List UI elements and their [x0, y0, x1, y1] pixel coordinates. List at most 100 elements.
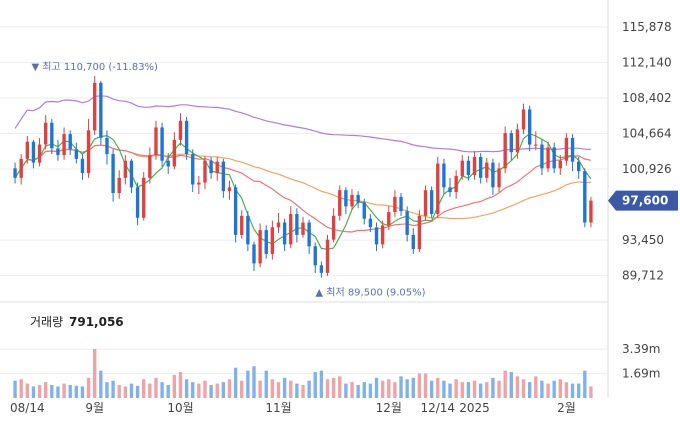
volume-bar	[485, 382, 489, 398]
volume-bar	[454, 379, 458, 398]
candle-body	[276, 222, 281, 228]
volume-bar	[393, 382, 397, 398]
volume-bar	[31, 386, 36, 398]
volume-bar	[197, 383, 201, 398]
candle-body	[552, 147, 556, 169]
candle-body	[117, 177, 121, 194]
price-tick-label: 104,664	[622, 127, 672, 141]
volume-bar	[221, 382, 226, 398]
volume-bar	[246, 370, 250, 398]
volume-bar	[172, 374, 177, 398]
volume-bar	[448, 383, 452, 398]
candle-body	[380, 225, 385, 245]
candle-body	[93, 82, 97, 131]
candle-body	[295, 213, 299, 235]
volume-bar	[80, 386, 85, 398]
volume-bar	[142, 379, 146, 398]
candle-body	[178, 120, 183, 140]
volume-bar	[62, 383, 66, 398]
volume-bar	[515, 376, 520, 398]
volume-bar	[491, 377, 495, 398]
candle-body	[197, 182, 201, 185]
candle-body	[319, 265, 324, 273]
candle-body	[405, 211, 409, 235]
candle-body	[154, 127, 158, 156]
volume-bar	[356, 385, 360, 398]
volume-bar	[478, 383, 483, 398]
candle-body	[583, 171, 587, 223]
volume-bar	[331, 377, 336, 398]
candle-body	[25, 141, 30, 159]
volume-bar	[276, 382, 281, 398]
volume-bar	[215, 383, 219, 398]
candle-body	[521, 109, 526, 130]
candle-body	[184, 120, 189, 155]
volume-bar	[56, 386, 60, 398]
current-price-badge	[608, 190, 678, 211]
candle-body	[350, 194, 354, 207]
candle-body	[148, 155, 152, 178]
candle-body	[564, 137, 569, 161]
volume-bar	[374, 377, 379, 398]
volume-bar	[19, 379, 23, 398]
candle-body	[227, 187, 232, 192]
volume-bar	[442, 380, 446, 398]
candle-body	[368, 218, 373, 228]
volume-bar	[44, 382, 48, 398]
volume-bar	[135, 385, 140, 398]
volume-bar	[540, 380, 544, 398]
volume-bar	[160, 382, 164, 398]
candle-body	[448, 187, 452, 193]
volume-bar	[93, 348, 97, 398]
volume-bar	[527, 382, 532, 398]
volume-bar	[252, 366, 256, 398]
volume-bar	[405, 379, 409, 398]
time-tick-label: 2025	[459, 401, 490, 415]
current-price-value: 97,600	[622, 194, 668, 208]
volume-bar	[270, 379, 275, 398]
candle-body	[442, 163, 446, 188]
candle-body	[497, 168, 501, 188]
volume-bar	[295, 383, 299, 398]
candle-body	[509, 133, 513, 153]
volume-bar	[86, 377, 91, 398]
volume-tick-label: 1.69m	[622, 367, 660, 381]
volume-axis: 3.39m 1.69m	[622, 342, 660, 381]
candle-body	[191, 154, 195, 185]
candle-body	[99, 82, 103, 138]
volume-bar	[282, 377, 287, 398]
time-tick-label: 12/14	[420, 401, 455, 415]
candle-body	[313, 246, 317, 266]
candle-body	[589, 200, 593, 223]
volume-bar	[362, 382, 366, 398]
candle-body	[74, 149, 79, 159]
candle-body	[491, 162, 495, 188]
low-annotation: ▲ 최저 89,500 (9.05%)	[315, 287, 425, 299]
volume-bar	[534, 376, 538, 398]
candle-body	[209, 160, 213, 174]
volume-bar	[148, 383, 152, 398]
candle-body	[515, 129, 520, 153]
candle-body	[246, 215, 250, 245]
volume-bar	[380, 380, 385, 398]
volume-bar	[399, 376, 403, 398]
volume-bar	[123, 386, 128, 398]
time-tick-label: 08/14	[10, 401, 45, 415]
candle-body	[411, 234, 415, 250]
ma20-line	[14, 144, 592, 233]
volume-bar	[301, 385, 305, 398]
candle-body	[576, 161, 581, 172]
volume-bar	[460, 382, 464, 398]
volume-bar	[240, 380, 244, 398]
candle-body	[289, 213, 293, 245]
gridlines	[0, 0, 609, 398]
candle-body	[233, 187, 238, 235]
candle-body	[478, 156, 483, 178]
ma120-line	[14, 95, 591, 153]
candle-body	[37, 144, 42, 163]
candle-body	[570, 137, 575, 162]
volume-bar	[417, 373, 422, 398]
candle-body	[123, 160, 128, 178]
volume-title: 거래량	[30, 315, 63, 329]
